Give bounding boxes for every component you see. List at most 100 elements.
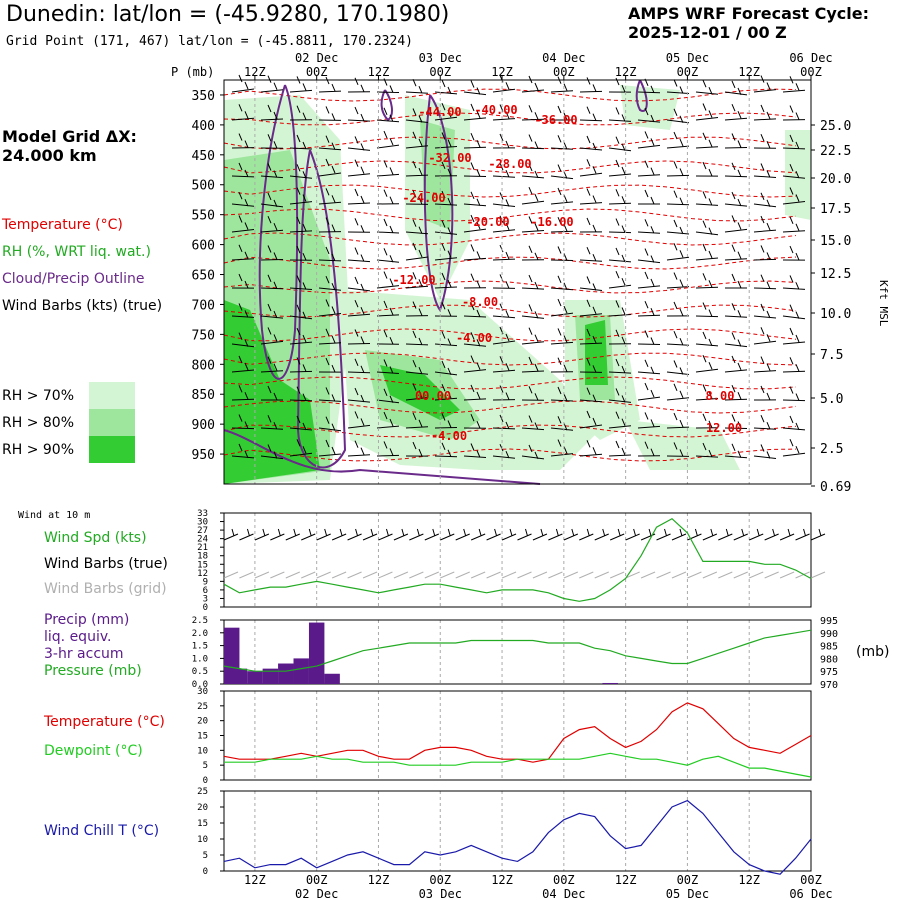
wind-barb	[434, 243, 458, 261]
wind-barb	[347, 329, 371, 345]
wind-barb	[318, 299, 342, 317]
wind-barb	[724, 355, 748, 373]
legend-wind-barbs: Wind Barbs (kts) (true)	[2, 298, 163, 314]
surface-wind-barb	[239, 528, 254, 541]
wind-barb	[637, 441, 661, 457]
wind-barb	[724, 244, 748, 261]
wind-barb	[318, 188, 342, 205]
surface-grid-wind-barb	[548, 571, 563, 579]
wind-barb	[289, 187, 313, 205]
wind-barb	[463, 414, 487, 429]
surface-wind-barb	[254, 528, 270, 541]
wind-barb	[260, 104, 284, 121]
grid-point-label: Grid Point (171, 467) lat/lon = (-45.881…	[6, 34, 413, 49]
wind-barb	[637, 382, 661, 401]
wind-barb	[725, 273, 747, 289]
wind-barb	[753, 415, 777, 430]
wind-barb	[347, 77, 371, 93]
pressure-tick-label: 500	[192, 179, 215, 194]
precip-bar	[324, 673, 340, 684]
wind-barb	[782, 105, 806, 121]
wind-barb	[492, 133, 516, 149]
wind-barb	[724, 80, 748, 96]
wind-barb	[260, 245, 284, 261]
precip-tick-label: 2.0	[192, 629, 208, 639]
wind-barb	[521, 187, 545, 205]
surface-grid-wind-barb	[779, 571, 795, 579]
height-tick-label: 20.0	[820, 172, 851, 187]
surface-grid-wind-barb	[393, 571, 409, 579]
precip-bar	[293, 658, 309, 684]
wind-barb	[782, 415, 806, 431]
wind-barb	[637, 301, 661, 317]
precip-label-2: liq. equiv.	[44, 629, 112, 645]
wind-barb	[753, 327, 777, 345]
top-date-label: 05 Dec	[666, 51, 709, 65]
wind-barb	[753, 385, 777, 401]
top-hour-label: 12Z	[615, 65, 637, 79]
surface-wind-barb	[285, 528, 300, 541]
surface-wind-barb	[347, 528, 362, 541]
wind-barb	[376, 189, 400, 205]
rh70-swatch	[89, 382, 135, 409]
wind-barb	[579, 217, 603, 233]
pressure-tick-label: 450	[192, 149, 215, 164]
wind-barb	[260, 75, 284, 93]
bottom-hour-label: 00Z	[306, 873, 328, 887]
wind-barb	[550, 135, 574, 150]
wind-barb	[231, 215, 255, 233]
wind-barb	[608, 107, 632, 122]
surface-grid-wind-barb	[579, 571, 594, 579]
wind-barb	[753, 215, 777, 233]
wind-barb	[405, 242, 429, 261]
cloud-outline	[223, 429, 541, 485]
bottom-hour-label: 12Z	[244, 873, 266, 887]
wind-barb	[376, 271, 400, 289]
wind-barb	[637, 330, 661, 345]
precip-label-3: 3-hr accum	[44, 646, 124, 662]
wind-barb	[347, 159, 371, 177]
wind-speed-tick-label: 3	[203, 594, 208, 604]
precip-bar	[231, 668, 248, 684]
wind-barb	[260, 134, 284, 149]
bottom-date-label: 03 Dec	[419, 887, 462, 900]
wind-barb	[318, 246, 342, 262]
wind-barb	[347, 106, 371, 122]
wind-barb	[405, 301, 429, 317]
wind-barb	[376, 330, 400, 345]
pressure-right-tick-label: 995	[820, 616, 838, 627]
top-hour-label: 00Z	[800, 65, 822, 79]
wind-barb	[521, 444, 545, 460]
wind-barb	[608, 388, 632, 403]
cloud-outline	[296, 149, 347, 469]
wind-barb	[376, 78, 400, 93]
wind-barb	[231, 443, 255, 459]
wind-speed-line	[223, 517, 812, 602]
wind-barb	[579, 106, 603, 122]
wind-barb	[405, 412, 429, 429]
temperature-contour-label: -12.00	[392, 273, 435, 287]
wind-barb	[347, 440, 371, 457]
wind-barb	[666, 272, 690, 289]
pressure-tick-label: 650	[192, 269, 215, 284]
wind-barb	[376, 248, 400, 263]
temperature-label: Temperature (°C)	[44, 714, 165, 730]
wind-barb	[724, 191, 748, 207]
surface-wind-barb	[625, 528, 640, 541]
surface-grid-wind-barb	[810, 571, 826, 579]
wind-speed-tick-label: 30	[197, 518, 208, 528]
temperature-tick-label: 20	[197, 717, 208, 727]
temperature-contour-label: -44.00	[418, 105, 461, 119]
wind-barb	[347, 300, 371, 317]
bottom-hour-label: 00Z	[553, 873, 575, 887]
wind-barb	[550, 246, 574, 261]
top-hour-label: 00Z	[677, 65, 699, 79]
wind-barb	[521, 415, 545, 431]
wind-barb	[405, 441, 429, 457]
surface-grid-wind-barb	[440, 571, 455, 579]
surface-wind-barb	[733, 528, 748, 541]
temperature-contour	[223, 88, 797, 102]
precip-tick-label: 1.5	[192, 642, 208, 652]
pressure-unit: (mb)	[856, 644, 890, 660]
wind-barb	[434, 161, 458, 177]
